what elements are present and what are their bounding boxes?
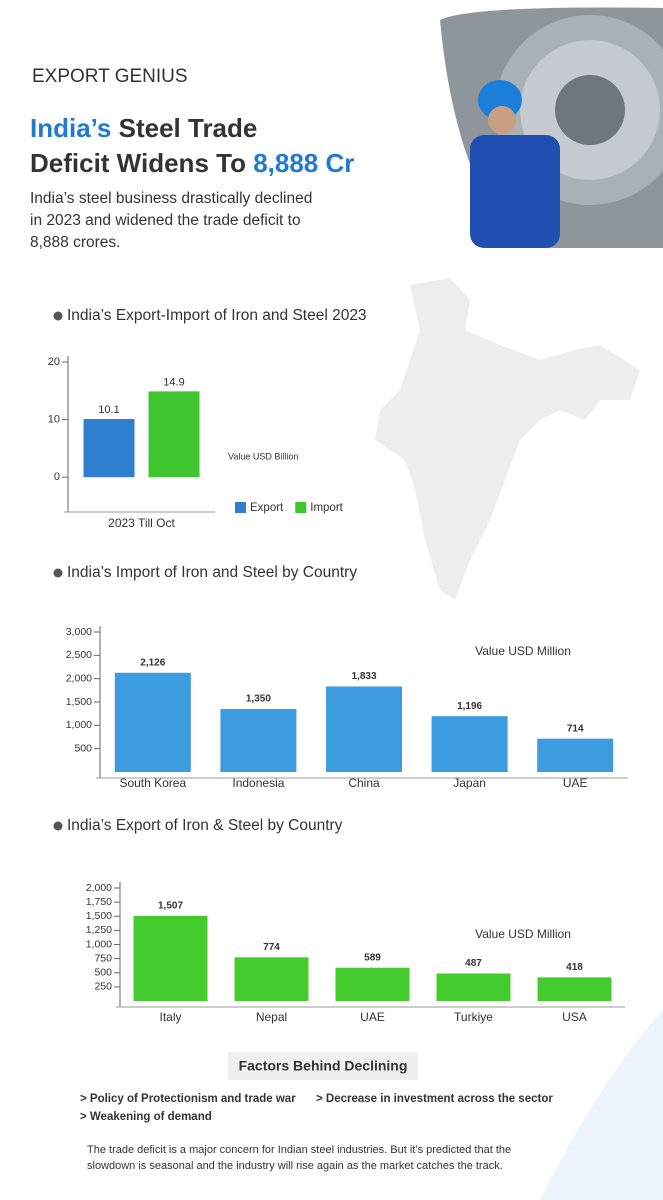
factor-item: > Decrease in investment across the sect… xyxy=(316,1093,553,1105)
legend-label: Export xyxy=(250,502,284,514)
bar xyxy=(537,738,614,772)
bullet xyxy=(53,568,63,578)
value-label: 589 xyxy=(364,952,381,963)
x-tick-label: UAE xyxy=(563,776,588,790)
value-label: 1,833 xyxy=(351,671,376,682)
y-tick-label: 2,000 xyxy=(66,672,92,684)
bar xyxy=(83,419,135,478)
bullet xyxy=(53,311,63,321)
india-map xyxy=(375,278,640,600)
bar xyxy=(234,957,309,1001)
x-tick-label: China xyxy=(348,776,380,790)
subtitle: India’s steel business drastically decli… xyxy=(30,190,312,207)
subtitle: 8,888 crores. xyxy=(30,234,120,251)
title-part: India’s xyxy=(30,113,111,143)
factors-box xyxy=(228,1052,418,1080)
legend-swatch xyxy=(295,502,307,513)
x-tick-label: 2023 Till Oct xyxy=(108,516,175,530)
y-tick-label: 20 xyxy=(48,356,60,368)
chart-title: India’s Export of Iron & Steel by Countr… xyxy=(67,817,343,834)
y-tick-label: 1,750 xyxy=(86,896,112,908)
title-part: Steel Trade xyxy=(119,113,258,143)
y-tick-label: 0 xyxy=(54,471,60,483)
y-tick-label: 250 xyxy=(94,981,112,993)
decor-wave xyxy=(540,1010,663,1200)
bar xyxy=(114,672,191,772)
x-tick-label: Japan xyxy=(453,776,486,790)
subtitle: in 2023 and widened the trade deficit to xyxy=(30,212,301,229)
value-label: 774 xyxy=(263,942,280,953)
factors-paragraph: The trade deficit is a major concern for… xyxy=(87,1144,511,1156)
value-label: 487 xyxy=(465,958,482,969)
y-tick-label: 500 xyxy=(94,967,112,979)
annotation: Value USD Billion xyxy=(228,451,298,461)
photo xyxy=(440,7,663,248)
factor-item: > Weakening of demand xyxy=(80,1111,212,1123)
y-tick-label: 1,500 xyxy=(66,696,92,708)
title-part: 8,888 Cr xyxy=(253,148,354,178)
factors-paragraph: slowdown is seasonal and the industry wi… xyxy=(87,1160,503,1172)
value-label: 10.1 xyxy=(98,404,119,416)
value-label: 418 xyxy=(566,962,583,973)
title-part: Deficit Widens To xyxy=(30,148,246,178)
bar xyxy=(431,716,508,772)
y-tick-label: 2,500 xyxy=(66,649,92,661)
value-label: 1,196 xyxy=(457,701,482,712)
x-tick-label: Turkiye xyxy=(454,1010,493,1024)
value-label: 1,350 xyxy=(246,694,271,705)
bar xyxy=(537,977,612,1001)
title-line: Deficit Widens To 8,888 Cr xyxy=(30,148,354,178)
x-tick-label: USA xyxy=(562,1010,587,1024)
annotation: Value USD Million xyxy=(475,644,571,658)
y-tick-label: 750 xyxy=(94,952,112,964)
legend-label: Import xyxy=(310,502,343,514)
y-tick-label: 1,000 xyxy=(66,719,92,731)
bar xyxy=(335,967,410,1001)
y-tick-label: 10 xyxy=(48,414,60,426)
value-label: 714 xyxy=(567,723,584,734)
legend-swatch xyxy=(235,502,246,513)
value-label: 1,507 xyxy=(158,900,183,911)
y-tick-label: 1,500 xyxy=(86,910,112,922)
y-tick-label: 1,250 xyxy=(86,924,112,936)
value-label: 14.9 xyxy=(163,376,184,388)
x-tick-label: South Korea xyxy=(119,776,186,790)
chart-title: India’s Export-Import of Iron and Steel … xyxy=(67,307,367,324)
x-tick-label: Nepal xyxy=(256,1010,287,1024)
x-tick-label: UAE xyxy=(360,1010,385,1024)
bar xyxy=(148,391,200,478)
bar xyxy=(326,686,402,772)
bar xyxy=(436,973,511,1001)
y-tick-label: 3,000 xyxy=(66,626,92,638)
chart-title: India’s Import of Iron and Steel by Coun… xyxy=(67,564,357,581)
bullet xyxy=(53,821,63,831)
annotation: Value USD Million xyxy=(475,927,571,941)
x-tick-label: Italy xyxy=(159,1010,181,1024)
y-tick-label: 2,000 xyxy=(86,882,112,894)
x-tick-label: Indonesia xyxy=(232,776,284,790)
y-tick-label: 500 xyxy=(74,742,92,754)
y-tick-label: 1,000 xyxy=(86,938,112,950)
bar xyxy=(133,915,208,1001)
bar xyxy=(220,709,297,772)
factor-item: > Policy of Protectionism and trade war xyxy=(80,1093,296,1105)
logo: EXPORT GENIUS xyxy=(32,66,188,87)
value-label: 2,126 xyxy=(140,657,165,668)
factors-heading: Factors Behind Declining xyxy=(239,1058,408,1074)
title-line: India’s Steel Trade xyxy=(30,113,257,143)
